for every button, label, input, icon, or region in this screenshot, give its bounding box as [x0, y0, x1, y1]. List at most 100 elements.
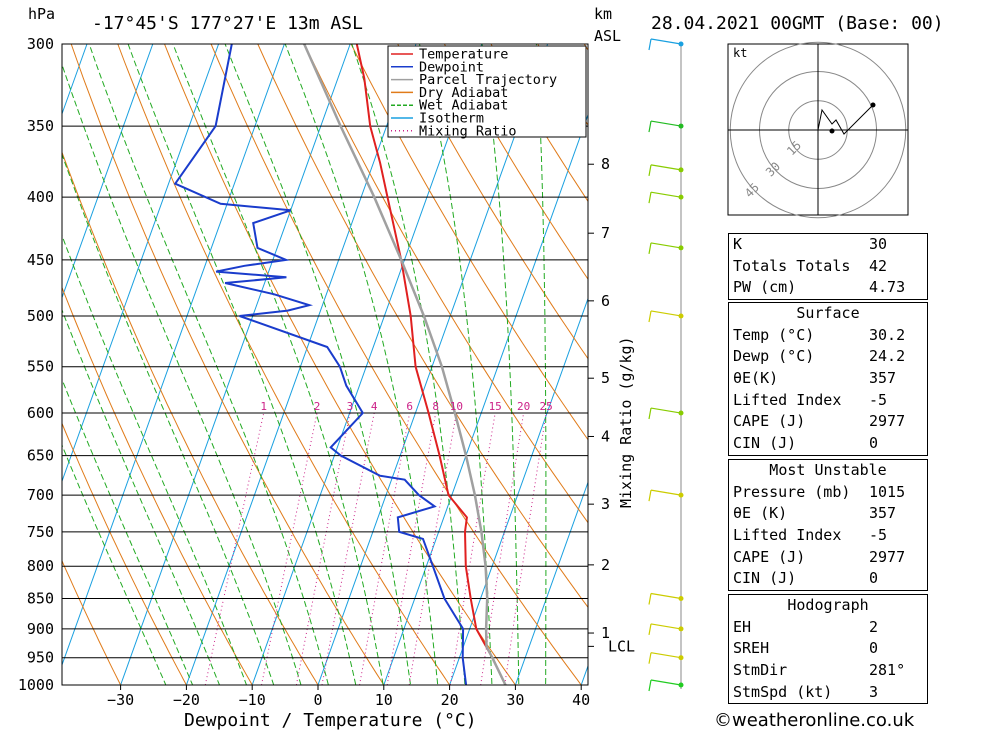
- hpa-label: hPa: [28, 5, 55, 23]
- hodograph-trace: [817, 104, 874, 135]
- wet-adiabat-line: [62, 153, 275, 685]
- dewpoint-line: [173, 44, 468, 685]
- most-unstable-row: CIN (J) 0: [733, 569, 879, 588]
- wet-adiabat-line: [88, 44, 329, 685]
- asl-label: ASL: [594, 27, 621, 45]
- wind-barb: [648, 38, 682, 51]
- wind-barb: [648, 592, 682, 605]
- mixing-ratio-label: 20: [517, 400, 530, 413]
- wind-barb: [648, 679, 682, 692]
- wet-adiabat-line: [62, 308, 221, 685]
- x-tick-label: 0: [313, 691, 322, 709]
- pressure-tick-label: 400: [27, 188, 54, 206]
- mixing-ratio-label: 10: [450, 400, 463, 413]
- wet-adiabat-line: [172, 44, 384, 685]
- pressure-tick-label: 800: [27, 557, 54, 575]
- x-tick-label: −30: [107, 691, 134, 709]
- wet-adiabat-line: [284, 44, 439, 685]
- location-title: -17°45'S 177°27'E 13m ASL: [92, 13, 363, 34]
- km-label: km: [594, 5, 612, 23]
- x-tick-label: −10: [239, 691, 266, 709]
- legend-entry: Parcel Trajectory: [419, 72, 557, 88]
- dry-adiabat-line: [210, 44, 582, 685]
- wet-adiabat-line: [127, 44, 357, 685]
- mixing-ratio-axis-label: Mixing Ratio (g/kg): [617, 336, 635, 508]
- surface-row: Lifted Index -5: [733, 390, 888, 409]
- km-tick-label: 5: [601, 369, 610, 387]
- wind-barb: [648, 164, 682, 176]
- isotherm-line: [251, 44, 483, 685]
- storm-motion-point: [829, 128, 835, 134]
- most-unstable-table: Most Unstable Pressure (mb) 1015 θE (K) 35…: [728, 459, 928, 592]
- wind-barb: [648, 191, 682, 204]
- wet-adiabat-line: [419, 44, 493, 685]
- pressure-tick-label: 900: [27, 620, 54, 638]
- mixing-ratio-label: 2: [314, 400, 321, 413]
- x-axis-label: Dewpoint / Temperature (°C): [184, 710, 477, 731]
- mixing-ratio-line: [449, 412, 496, 685]
- isotherm-line: [0, 44, 21, 685]
- x-tick-label: 10: [375, 691, 393, 709]
- wind-barbs: [648, 38, 684, 692]
- surface-title: Surface: [796, 304, 860, 322]
- legend-entry: Wet Adiabat: [419, 98, 508, 114]
- surface-row: Temp (°C) 30.2: [733, 325, 906, 344]
- x-tick-label: 40: [572, 691, 590, 709]
- pressure-tick-label: 450: [27, 251, 54, 269]
- isotherm-line: [317, 44, 549, 685]
- dry-adiabat-line: [958, 44, 1000, 685]
- hodograph-row: EH 2: [733, 617, 879, 636]
- isotherm-line: [62, 44, 220, 483]
- hodograph-row: SREH 0: [733, 639, 879, 658]
- surface-row: Dewp (°C) 24.2: [733, 347, 906, 366]
- km-tick-label: 1: [601, 624, 610, 642]
- dry-adiabat-line: [62, 150, 319, 685]
- km-tick-label: 8: [601, 155, 610, 173]
- mixing-ratio-line: [204, 412, 265, 685]
- pressure-tick-label: 750: [27, 523, 54, 541]
- km-tick-label: 4: [601, 427, 610, 445]
- isotherm-line: [449, 297, 588, 685]
- legend-entry: Isotherm: [419, 111, 484, 127]
- most-unstable-row: Lifted Index -5: [733, 526, 888, 545]
- wet-adiabat-line: [224, 44, 412, 685]
- pressure-tick-label: 950: [27, 649, 54, 667]
- plot-frame: [61, 43, 589, 686]
- wind-barb: [648, 652, 682, 664]
- wet-adiabat-line: [62, 443, 167, 685]
- km-tick-label: 3: [601, 495, 610, 513]
- wet-adiabat-line: [62, 63, 302, 685]
- wet-adiabat-line: [62, 378, 194, 685]
- index-tt-row: Totals Totals 42: [733, 256, 888, 275]
- credit-link[interactable]: ©weatheronline.co.uk: [714, 710, 915, 731]
- wind-barb: [648, 407, 682, 420]
- dry-adiabat-line: [62, 559, 122, 685]
- most-unstable-row: CAPE (J) 2977: [733, 547, 906, 566]
- mixing-ratio-label: 3: [347, 400, 354, 413]
- mixing-ratio-label: 25: [540, 400, 553, 413]
- indices-table: K 30 Totals Totals 42 PW (cm) 4.73: [728, 233, 928, 301]
- legend-entry: Dewpoint: [419, 59, 484, 75]
- surface-table: Surface Temp (°C) 30.2 Dewp (°C) 24.2 θE(K…: [728, 302, 928, 456]
- pressure-tick-label: 650: [27, 447, 54, 465]
- isotherm-line: [120, 44, 351, 685]
- dry-adiabat-line: [303, 44, 588, 524]
- pressure-tick-label: 550: [27, 358, 54, 376]
- km-tick-label: 2: [601, 556, 610, 574]
- hodograph-unit-label: kt: [733, 46, 747, 60]
- chart-axes: 3003504004505005506006507007508008509009…: [18, 35, 635, 709]
- lcl-label: LCL: [608, 637, 635, 655]
- most-unstable-row: θE (K) 357: [733, 504, 897, 523]
- mixing-ratio-label: 4: [371, 400, 378, 413]
- dry-adiabat-line: [350, 44, 588, 441]
- wet-adiabat-line: [535, 44, 547, 685]
- mixing-ratio-label: 1: [260, 400, 267, 413]
- legend-entry: Dry Adiabat: [419, 85, 508, 101]
- hodograph-table: Hodograph EH 2 SREH 0 StmDir 281° StmSpd (k…: [728, 594, 928, 705]
- x-tick-label: 30: [506, 691, 524, 709]
- mixing-ratio-line: [295, 412, 351, 685]
- wind-barb: [648, 623, 682, 636]
- mixing-ratio-label: 15: [489, 400, 502, 413]
